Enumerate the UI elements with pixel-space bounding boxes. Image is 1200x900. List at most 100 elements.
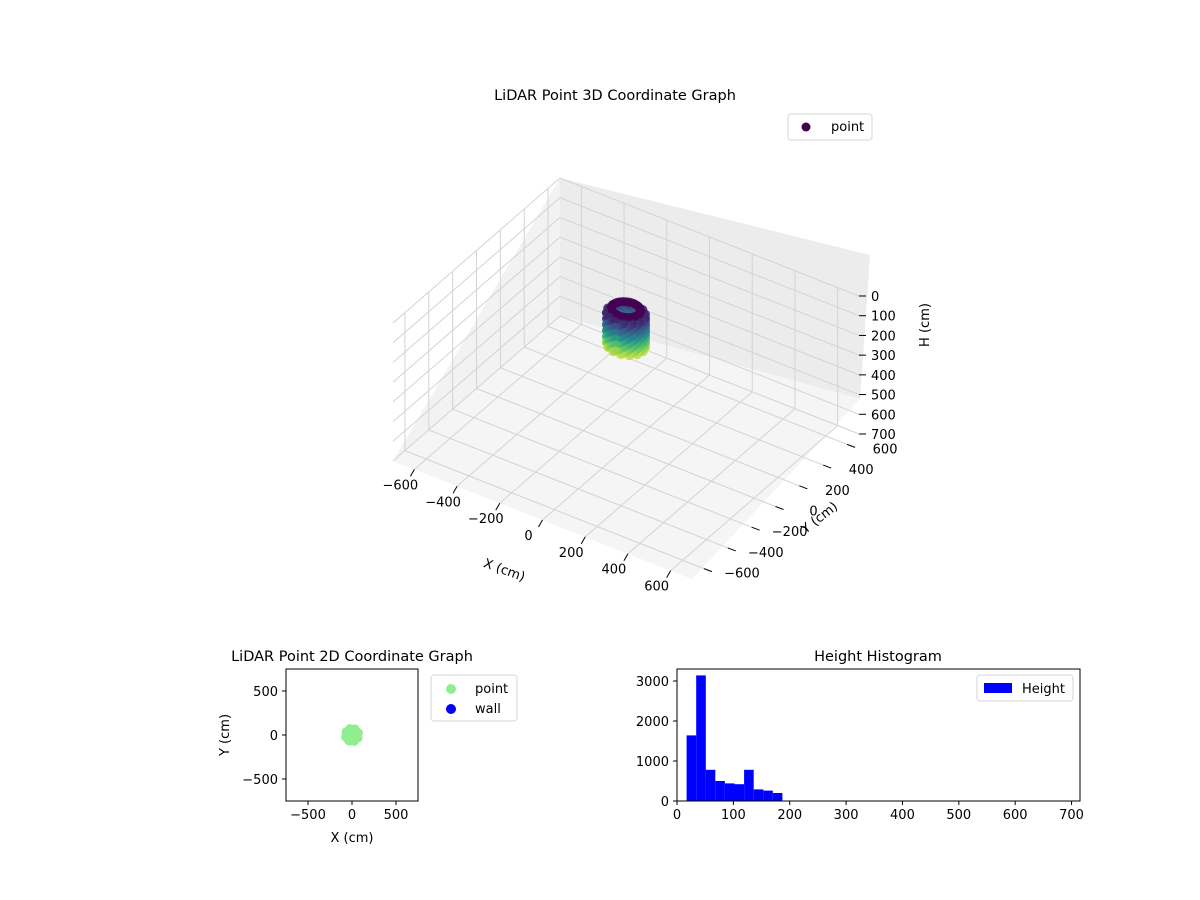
x-tick-label-3d: 600 — [644, 580, 669, 595]
z-tick-label-3d: 0 — [871, 290, 879, 305]
histogram-bar — [696, 675, 706, 801]
chart-3d-title: LiDAR Point 3D Coordinate Graph — [494, 88, 736, 104]
y-tick-label-histogram: 1000 — [636, 755, 669, 770]
y-tick-3d — [799, 485, 808, 490]
x-tick-3d — [495, 502, 501, 511]
histogram-bar — [772, 793, 783, 801]
grid-3d-left-h-line — [392, 256, 561, 403]
chart-3d: LiDAR Point 3D Coordinate Graph −600 −400… — [382, 88, 933, 595]
y-tick-label-histogram: 0 — [661, 795, 669, 810]
z-tick-label-3d: 200 — [871, 329, 896, 344]
x-tick-3d — [666, 570, 672, 578]
x-tick-3d — [623, 553, 629, 561]
histogram-bar — [744, 769, 754, 801]
z-tick-label-3d: 600 — [871, 408, 896, 423]
legend-2d-label-point: point — [475, 682, 508, 697]
legend-2d-marker-wall — [446, 704, 456, 714]
ticks-3d: −600−400−2000200400600−600−400−200020040… — [382, 290, 897, 595]
x-tick-label-3d: 400 — [602, 563, 627, 578]
y-tick-3d — [703, 568, 713, 573]
grid-3d-floor-y-line — [547, 325, 848, 445]
grid-3d-floor-y-line — [500, 367, 800, 487]
grid-3d-left-h-line — [392, 315, 561, 462]
x-tick-label-2d: 500 — [384, 808, 409, 823]
grid-3d-left-h-line — [392, 236, 561, 383]
histogram-bar — [705, 769, 716, 801]
x-tick-3d — [409, 469, 415, 477]
z-tick-label-3d: 700 — [871, 428, 896, 443]
y-axis-label-2d: Y (cm) — [218, 714, 233, 757]
grid-3d-left-h-line — [392, 177, 561, 324]
y-tick-label-3d: 0 — [809, 505, 817, 520]
grid-3d-left-h-line — [392, 295, 561, 442]
grid-3d-floor-y-line — [476, 388, 776, 507]
y-tick-label-histogram: 2000 — [636, 715, 669, 730]
points-2d — [341, 724, 363, 746]
z-tick-label-3d: 500 — [871, 389, 896, 404]
grid-3d-left-h-line — [392, 276, 561, 422]
x-tick-label-3d: 0 — [524, 529, 532, 544]
y-tick-3d — [751, 526, 760, 531]
frame-histogram — [676, 668, 1081, 802]
point-3d — [610, 346, 620, 356]
grid-3d-floor-y-line — [524, 346, 824, 466]
z-tick-label-3d: 300 — [871, 349, 896, 364]
y-tick-3d — [727, 547, 736, 552]
y-tick-label-3d: 200 — [825, 484, 850, 499]
grid-3d-back-h-line — [559, 256, 860, 376]
grid-3d-back-h-line — [559, 216, 860, 336]
y-tick-label-3d: −200 — [772, 525, 808, 540]
y-tick-label-3d: 600 — [873, 442, 898, 457]
x-tick-label-histogram: 0 — [673, 808, 681, 823]
grid-3d-floor-x-line — [584, 391, 753, 538]
z-tick-label-3d: 100 — [871, 310, 896, 325]
histogram-bar — [686, 735, 697, 801]
x-tick-label-3d: −200 — [468, 512, 504, 527]
x-tick-label-2d: 0 — [348, 808, 356, 823]
y-tick-label-3d: −400 — [748, 546, 784, 561]
x-tick-3d — [538, 519, 543, 528]
point-2d — [346, 729, 358, 741]
grid-3d-back-h-line — [559, 236, 860, 356]
grid-3d — [392, 177, 860, 571]
x-tick-label-histogram: 500 — [946, 808, 971, 823]
grid-3d-floor-x-line — [627, 408, 796, 555]
y-tick-label-3d: −600 — [724, 567, 760, 582]
histogram-bar — [753, 789, 764, 801]
x-tick-label-histogram: 700 — [1059, 808, 1084, 823]
grid-3d-left-h-line — [392, 217, 561, 363]
legend-3d: point — [787, 113, 873, 141]
grid-3d-back-h-line — [559, 197, 860, 317]
x-tick-label-2d: −500 — [290, 808, 326, 823]
histogram-bar — [724, 783, 735, 801]
y-tick-label-2d: 0 — [270, 729, 278, 744]
y-tick-label-2d: −500 — [242, 773, 278, 788]
grid-3d-left-h-line — [392, 197, 561, 344]
grid-3d-back-h-line — [559, 177, 860, 297]
legend-histogram: Height — [976, 674, 1074, 702]
histogram-title: Height Histogram — [814, 649, 942, 665]
grid-3d-back-h-line — [559, 276, 860, 396]
legend-histogram-box — [976, 674, 1074, 702]
x-tick-label-3d: −600 — [382, 478, 418, 493]
legend-histogram-label: Height — [1022, 682, 1065, 697]
legend-3d-marker — [801, 122, 811, 132]
x-tick-3d — [452, 486, 458, 494]
y-tick-3d — [823, 464, 832, 469]
legend-2d: point wall — [430, 674, 518, 722]
histogram-bar — [715, 781, 725, 801]
legend-histogram-swatch — [984, 683, 1012, 693]
x-tick-label-histogram: 100 — [721, 808, 746, 823]
legend-2d-label-wall: wall — [475, 702, 501, 717]
x-tick-label-histogram: 400 — [890, 808, 915, 823]
x-tick-label-histogram: 600 — [1003, 808, 1028, 823]
y-tick-label-3d: 400 — [849, 463, 874, 478]
ticks-histogram: 0 100 200 300 400 500 600 700 0 1000 2000 3000 — [636, 675, 1084, 823]
chart-histogram: Height Histogram 0 100 200 300 400 500 600 7000… — [636, 649, 1084, 823]
x-tick-label-3d: 200 — [559, 546, 584, 561]
x-axis-label-2d: X (cm) — [331, 831, 374, 846]
y-tick-label-histogram: 3000 — [636, 675, 669, 690]
legend-3d-box — [787, 113, 873, 141]
pane-back — [560, 178, 870, 399]
